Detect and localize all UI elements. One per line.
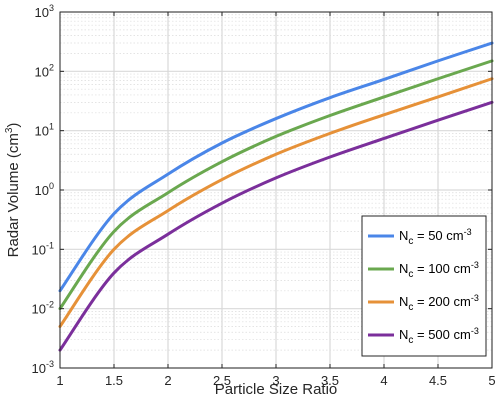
series-line bbox=[58, 59, 494, 311]
x-tick-label: 1.5 bbox=[105, 373, 123, 388]
y-tick-label: 103 bbox=[35, 3, 54, 20]
legend-entry-label: Nc = 500 cm-3 bbox=[399, 326, 479, 346]
x-tick-label: 1 bbox=[56, 373, 63, 388]
x-tick-label: 5 bbox=[488, 373, 495, 388]
y-tick-label: 10-1 bbox=[32, 240, 54, 257]
x-tick-label: 4 bbox=[380, 373, 387, 388]
x-tick-label: 3 bbox=[272, 373, 279, 388]
x-tick-label: 2 bbox=[164, 373, 171, 388]
legend-entry-label: Nc = 50 cm-3 bbox=[399, 227, 472, 247]
legend-entry-label: Nc = 200 cm-3 bbox=[399, 293, 479, 313]
x-tick-label: 3.5 bbox=[321, 373, 339, 388]
legend: Nc = 50 cm-3 Nc = 100 cm-3 Nc = 200 cm-3 Nc… bbox=[361, 215, 487, 357]
y-tick-label: 10-3 bbox=[32, 359, 54, 376]
x-tick-label: 2.5 bbox=[213, 373, 231, 388]
series-line bbox=[58, 41, 494, 293]
axis-ticks: 1 1.5 2 2.5 3 3.5 4 4.5 5 10-3 10-2 10-1 100 101 102 10… bbox=[32, 3, 496, 388]
y-tick-label: 10-2 bbox=[32, 300, 54, 317]
x-axis-label: Particle Size Ratio bbox=[215, 381, 338, 398]
y-tick-label: 102 bbox=[35, 62, 54, 79]
y-axis-label: Radar Volume (cm3) bbox=[4, 123, 22, 258]
x-tick-label: 4.5 bbox=[429, 373, 447, 388]
y-tick-label: 101 bbox=[35, 122, 54, 139]
legend-entry-label: Nc = 100 cm-3 bbox=[399, 260, 479, 280]
series-lines bbox=[58, 41, 494, 352]
series-line bbox=[58, 100, 494, 352]
legend-box bbox=[361, 215, 487, 357]
series-line bbox=[58, 77, 494, 329]
y-tick-label: 100 bbox=[35, 181, 54, 198]
